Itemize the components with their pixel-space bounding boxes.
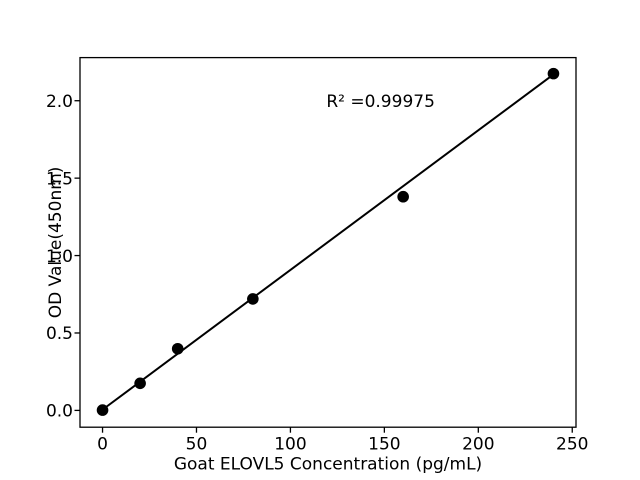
plot-border bbox=[79, 56, 577, 428]
x-tick-label: 200 bbox=[462, 435, 494, 455]
y-axis-label: OD Value(450nm) bbox=[46, 167, 66, 319]
data-point bbox=[96, 404, 109, 416]
data-point bbox=[547, 67, 560, 80]
y-tick-label: 1.5 bbox=[46, 169, 73, 189]
x-tick-label: 0 bbox=[97, 435, 108, 455]
x-tick-label: 250 bbox=[556, 435, 588, 455]
r-squared-annotation: R² =0.99975 bbox=[326, 92, 435, 112]
y-tick-label: 1.0 bbox=[46, 247, 73, 267]
y-tick-label: 0.5 bbox=[46, 324, 73, 344]
data-point bbox=[397, 190, 409, 203]
plot-area: 0 50 100 150 200 250 0.0 0.5 1.0 1.5 2.0 bbox=[46, 56, 588, 455]
data-point bbox=[134, 377, 146, 390]
data-point bbox=[171, 342, 184, 355]
data-point bbox=[247, 293, 259, 305]
x-tick-label: 100 bbox=[274, 435, 306, 455]
x-axis-label: Goat ELOVL5 Concentration (pg/mL) bbox=[174, 455, 482, 475]
x-tick-label: 50 bbox=[186, 435, 208, 455]
y-tick-label: 0.0 bbox=[46, 402, 73, 422]
x-tick-label: 150 bbox=[368, 435, 400, 455]
y-tick-label: 2.0 bbox=[46, 92, 73, 112]
fit-line bbox=[101, 73, 555, 411]
